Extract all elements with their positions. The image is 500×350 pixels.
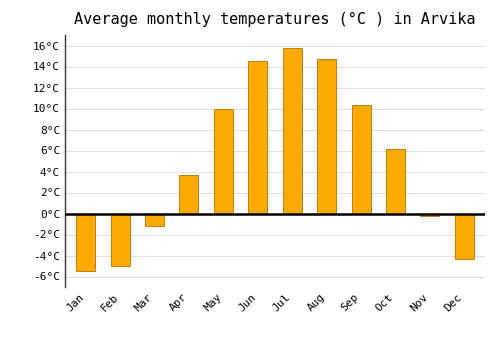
Bar bbox=[317, 59, 336, 214]
Bar bbox=[386, 149, 405, 214]
Title: Average monthly temperatures (°C ) in Arvika: Average monthly temperatures (°C ) in Ar… bbox=[74, 12, 476, 27]
Bar bbox=[455, 214, 474, 259]
Bar bbox=[214, 108, 233, 214]
Bar bbox=[352, 105, 370, 214]
Bar bbox=[180, 175, 199, 214]
Bar bbox=[76, 214, 95, 271]
Bar bbox=[420, 214, 440, 216]
Bar bbox=[110, 214, 130, 266]
Bar bbox=[145, 214, 164, 226]
Bar bbox=[248, 61, 268, 214]
Bar bbox=[282, 48, 302, 214]
